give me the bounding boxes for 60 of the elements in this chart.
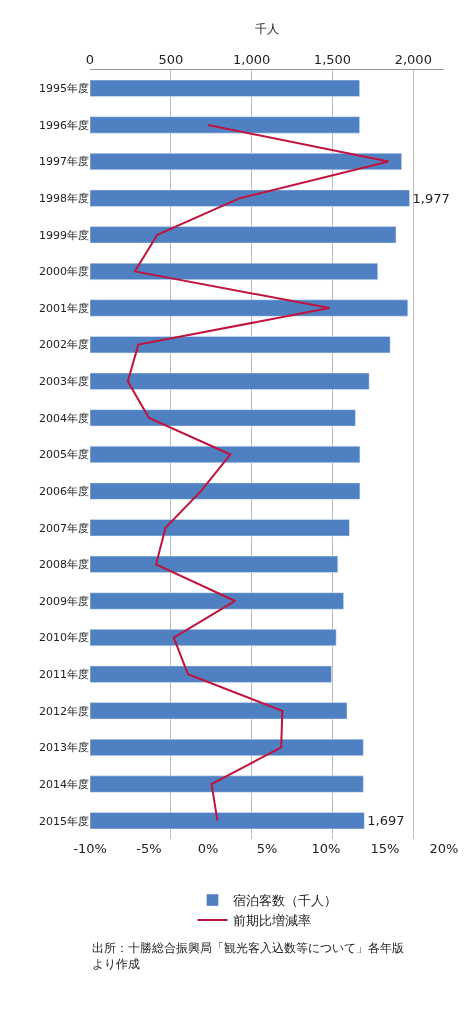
bar (90, 555, 339, 573)
x2-tick-label: 0% (197, 841, 219, 856)
legend-label: 宿泊客数（千人） (232, 893, 337, 909)
bar (90, 592, 344, 610)
bar (90, 482, 361, 500)
data-label: 1,697 (367, 813, 405, 829)
legend-label: 前期比増減率 (232, 913, 311, 929)
y-tick-label: 2014年度 (39, 777, 89, 791)
y-tick-label: 2004年度 (39, 411, 89, 425)
x-tick-label: 500 (158, 51, 184, 67)
bar (90, 812, 365, 830)
bar (90, 299, 409, 317)
bar (90, 116, 360, 134)
y-tick-label: 2005年度 (39, 448, 89, 462)
x-tick-label: 1,500 (313, 51, 352, 67)
y-tick-label: 2002年度 (39, 338, 89, 352)
bar (90, 629, 337, 647)
data-label: 1,977 (412, 190, 450, 206)
x-tick-label: 1,000 (233, 51, 271, 67)
x2-tick-label: 10% (311, 841, 341, 856)
y-tick-label: 2009年度 (39, 594, 89, 608)
y-tick-label: 2007年度 (39, 521, 89, 535)
x2-tick-label: -10% (73, 841, 107, 856)
x2-tick-label: -5% (136, 841, 162, 856)
y-tick-label: 2006年度 (39, 484, 89, 498)
y-tick-label: 2010年度 (39, 631, 89, 645)
y-tick-label: 1997年度 (39, 155, 89, 169)
y-tick-label: 1998年度 (39, 192, 89, 206)
bar (90, 775, 364, 793)
y-tick-label: 2011年度 (39, 668, 89, 682)
y-tick-label: 2015年度 (39, 814, 89, 828)
y-tick-label: 2001年度 (39, 301, 89, 315)
bar (90, 262, 378, 280)
x-tick-label: 0 (85, 51, 95, 67)
y-tick-label: 2013年度 (39, 741, 89, 755)
y-tick-label: 2003年度 (39, 375, 89, 389)
x-tick-label: 2,000 (394, 51, 432, 67)
y-tick-label: 2000年度 (39, 265, 89, 279)
bar (90, 226, 397, 244)
bar (90, 336, 391, 354)
x-axis-title: 千人 (255, 22, 279, 37)
bar (90, 189, 410, 207)
bar (90, 372, 370, 390)
y-tick-label: 1995年度 (39, 82, 89, 96)
bar (90, 409, 356, 427)
bar (90, 519, 350, 537)
x2-tick-label: 5% (256, 841, 278, 856)
bar (90, 79, 360, 97)
bar (90, 153, 402, 171)
y-tick-label: 1999年度 (39, 228, 89, 242)
bar (90, 738, 364, 756)
bar (90, 702, 348, 720)
bar (90, 665, 332, 683)
y-tick-label: 1996年度 (39, 118, 89, 132)
y-tick-label: 2012年度 (39, 704, 89, 718)
x2-tick-label: 20% (429, 841, 459, 856)
bar (90, 446, 361, 463)
x2-tick-label: 15% (370, 841, 400, 856)
text: 出所：十勝総合振興局「観光客入込数等について」各年版より作成 (92, 941, 404, 971)
y-tick-label: 2008年度 (39, 558, 89, 572)
